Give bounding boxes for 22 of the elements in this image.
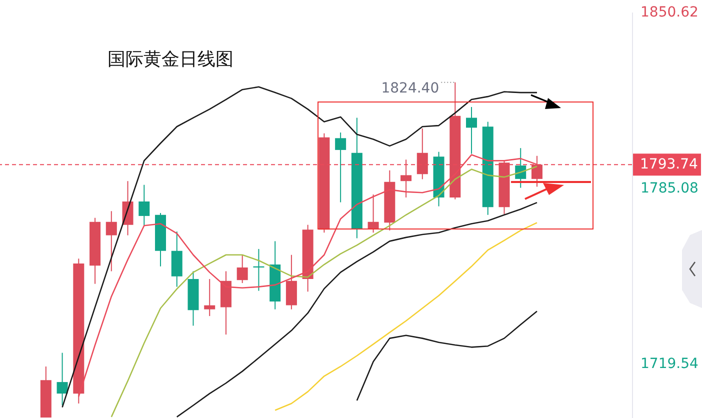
line-series: [274, 222, 538, 411]
y-tick-label: 1785.08: [640, 180, 698, 196]
ref-line-label: 1793.74: [640, 156, 698, 173]
candlestick: [368, 194, 379, 234]
y-tick-label: 1719.54: [640, 356, 698, 372]
y-tick-label: 1850.62: [640, 4, 698, 20]
candlestick: [416, 128, 428, 180]
candlestick: [138, 184, 150, 226]
annotation: 1824.40: [381, 80, 440, 96]
candlestick: [253, 248, 264, 292]
text: 国际黄金日线图: [108, 49, 234, 70]
candlestick: [400, 159, 412, 198]
candlestick: [466, 106, 477, 154]
candlestick: [106, 210, 117, 272]
candlestick: [335, 132, 346, 203]
candlestick: [531, 155, 542, 188]
candlestick: [56, 352, 68, 406]
candlestick: [515, 148, 526, 188]
candlestick: [236, 254, 248, 284]
candlestick: [204, 278, 216, 317]
line-series: [356, 310, 538, 402]
line-series: [176, 202, 538, 418]
